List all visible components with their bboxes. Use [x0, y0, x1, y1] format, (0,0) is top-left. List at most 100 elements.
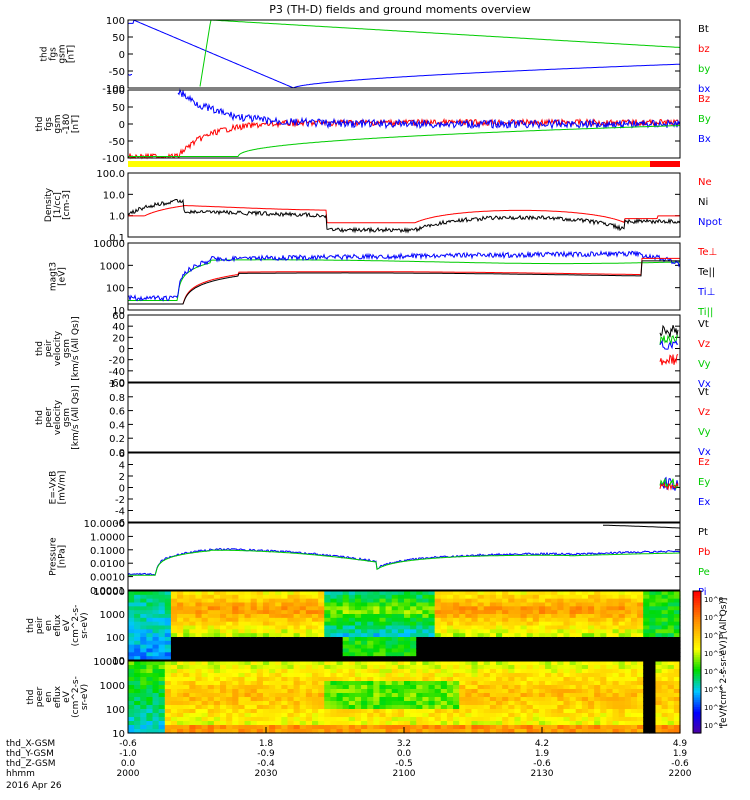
spectro-cell: [637, 640, 644, 646]
spectro-cell: [238, 673, 246, 678]
spectro-cell: [348, 673, 356, 678]
spectro-cell: [397, 594, 405, 600]
spectro-cell: [348, 598, 356, 604]
spectro-cell: [526, 629, 534, 634]
spectro-cell: [244, 617, 252, 623]
y-tick-label: 1000: [100, 261, 125, 272]
spectro-cell: [477, 669, 485, 674]
spectro-cell: [158, 633, 166, 638]
spectro-cell: [502, 681, 509, 686]
spectro-cell: [422, 721, 430, 726]
spectro-cell: [207, 633, 215, 638]
spectro-cell: [305, 665, 313, 670]
spectro-cell: [496, 661, 503, 666]
panel-frame: [127, 172, 681, 238]
spectro-cell: [348, 701, 356, 706]
spectro-cell: [422, 629, 430, 634]
series-bz: [127, 117, 681, 160]
spectro-cell: [655, 665, 663, 670]
spectro-cell: [594, 693, 601, 698]
spectro-cell: [287, 681, 295, 686]
spectro-cell: [563, 661, 571, 666]
spectro-cell: [404, 669, 411, 674]
spectro-cell: [318, 633, 325, 638]
spectro-cell: [281, 681, 289, 686]
spectro-cell: [195, 697, 203, 702]
spectro-cell: [195, 709, 203, 714]
spectro-cell: [667, 665, 675, 670]
spectro-cell: [158, 637, 166, 642]
spectro-cell: [446, 713, 454, 718]
spectro-cell: [538, 681, 546, 686]
spectro-cell: [624, 644, 632, 650]
spectro-cell: [416, 689, 423, 694]
colorbar-cell: [693, 626, 701, 630]
spectro-cell: [434, 602, 442, 607]
y-axis-label: sr-eV): [80, 612, 90, 638]
spectro-cell: [630, 602, 638, 607]
spectro-cell: [526, 614, 534, 619]
spectro-cell: [557, 729, 565, 734]
spectro-cell: [361, 729, 368, 734]
spectro-cell: [213, 633, 221, 638]
y-tick-label: 1000: [100, 681, 125, 692]
spectro-cell: [152, 701, 160, 706]
spectro-cell: [189, 640, 197, 646]
spectro-cell: [318, 610, 325, 615]
spectro-cell: [575, 625, 583, 630]
spectro-cell: [195, 705, 203, 710]
spectro-cell: [250, 697, 258, 702]
spectro-cell: [318, 625, 325, 630]
spectro-cell: [226, 610, 233, 615]
spectro-cell: [336, 681, 344, 686]
spectro-cell: [183, 625, 190, 630]
spectro-cell: [581, 713, 589, 718]
spectro-cell: [477, 617, 485, 623]
spectro-cell: [428, 644, 436, 650]
spectro-cell: [489, 598, 497, 604]
spectro-cell: [293, 693, 301, 698]
spectro-cell: [195, 591, 203, 596]
spectro-cell: [416, 594, 423, 600]
spectro-cell: [232, 713, 239, 718]
spectro-cell: [336, 669, 344, 674]
spectro-cell: [385, 606, 393, 611]
spectro-cell: [588, 594, 595, 600]
spectro-cell: [287, 729, 295, 734]
spectro-cell: [164, 648, 172, 653]
spectro-cell: [416, 693, 423, 698]
spectro-cell: [152, 644, 160, 650]
colorbar-cell: [693, 650, 701, 654]
y-axis-label: peir: [35, 616, 45, 634]
spectro-cell: [238, 610, 246, 615]
spectro-cell: [471, 673, 479, 678]
spectro-cell: [318, 621, 325, 627]
spectro-cell: [177, 640, 184, 646]
spectro-cell: [256, 725, 264, 730]
spectro-cell: [508, 665, 515, 670]
spectro-cell: [256, 652, 264, 657]
spectro-cell: [612, 717, 620, 722]
spectro-cell: [588, 693, 595, 698]
spectro-cell: [293, 598, 301, 604]
spectro-cell: [637, 681, 644, 686]
spectro-cell: [514, 644, 522, 650]
spectro-cell: [471, 721, 479, 726]
spectro-cell: [213, 652, 221, 657]
spectro-cell: [404, 717, 411, 722]
spectro-cell: [502, 701, 509, 706]
spectro-cell: [569, 689, 577, 694]
spectro-cell: [158, 652, 166, 657]
spectro-cell: [354, 661, 362, 666]
spectro-cell: [508, 701, 515, 706]
spectro-cell: [453, 602, 460, 607]
spectro-cell: [489, 621, 497, 627]
spectro-cell: [624, 640, 632, 646]
spectro-cell: [207, 625, 215, 630]
spectro-cell: [600, 610, 607, 615]
spectro-cell: [489, 610, 497, 615]
spectro-cell: [643, 701, 650, 706]
spectro-cell: [661, 721, 669, 726]
spectro-cell: [330, 697, 338, 702]
spectro-cell: [164, 677, 172, 682]
